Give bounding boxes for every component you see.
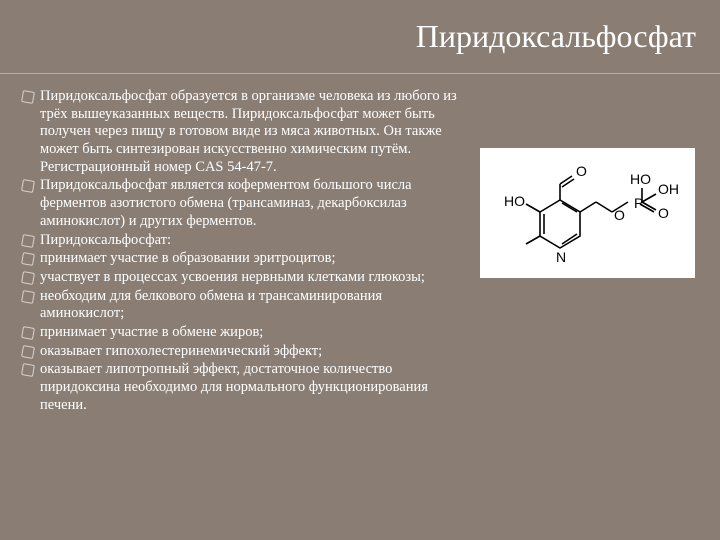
atom-label: O	[614, 207, 625, 223]
content-row: Пиридоксальфосфат образуется в организме…	[0, 74, 720, 540]
atom-label: O	[658, 205, 669, 221]
list-item: Пиридоксальфосфат является коферментом б…	[18, 177, 464, 230]
list-item: необходим для белкового обмена и трансам…	[18, 288, 464, 323]
image-column: O HO N O P HO OH O	[472, 88, 702, 522]
text-column: Пиридоксальфосфат образуется в организме…	[18, 88, 472, 522]
molecule-svg: O HO N O P HO OH O	[486, 154, 701, 284]
list-item: участвует в процессах усвоения нервными …	[18, 269, 464, 287]
list-item: Пиридоксальфосфат образуется в организме…	[18, 88, 464, 176]
list-item: принимает участие в обмене жиров;	[18, 324, 464, 342]
list-item: оказывает липотропный эффект, достаточно…	[18, 361, 464, 414]
atom-label: N	[556, 249, 566, 265]
molecule-structure: O HO N O P HO OH O	[480, 148, 695, 278]
slide: Пиридоксальфосфат Пиридоксальфосфат обра…	[0, 0, 720, 540]
list-item: принимает участие в образовании эритроци…	[18, 250, 464, 268]
atom-label: O	[576, 163, 587, 179]
atom-label: OH	[658, 181, 679, 197]
list-item: оказывает гипохолестеринемический эффект…	[18, 343, 464, 361]
title-bar: Пиридоксальфосфат	[0, 0, 720, 74]
atom-label: HO	[504, 193, 525, 209]
bullet-list: Пиридоксальфосфат образуется в организме…	[18, 88, 464, 414]
atom-label: P	[634, 195, 643, 211]
atom-label: HO	[630, 171, 651, 187]
slide-title: Пиридоксальфосфат	[416, 18, 696, 55]
list-item: Пиридоксальфосфат:	[18, 232, 464, 250]
